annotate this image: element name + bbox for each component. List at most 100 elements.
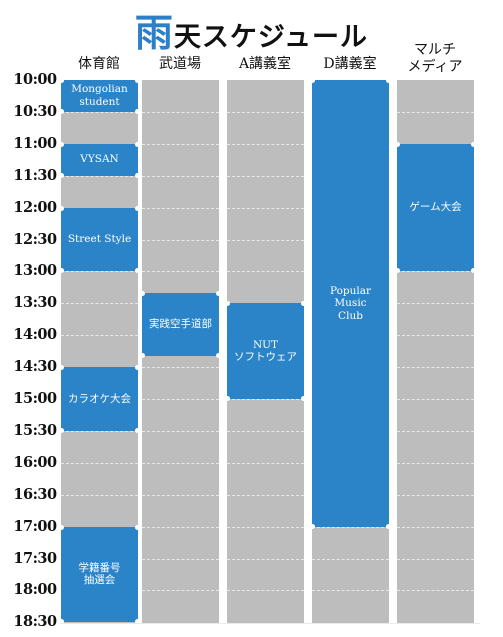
corner-dot	[135, 205, 140, 211]
corner-dot	[395, 141, 400, 147]
slot-divider	[142, 399, 219, 400]
slot-divider	[61, 462, 138, 464]
corner-dot	[59, 108, 64, 114]
time-label: 18:00	[13, 581, 57, 599]
corner-dot	[310, 523, 315, 529]
slot-divider	[227, 239, 304, 241]
slot-divider	[227, 207, 304, 209]
time-label: 15:00	[13, 390, 57, 407]
corner-dot	[471, 141, 476, 147]
slot-divider	[227, 143, 304, 145]
slot-divider	[142, 143, 219, 145]
slot-divider	[227, 430, 304, 432]
slot-divider	[397, 526, 474, 528]
corner-dot	[386, 78, 391, 83]
time-label: 10:30	[13, 102, 57, 120]
slot-divider	[142, 207, 219, 209]
time-label: 14:30	[13, 358, 57, 376]
slot-divider	[397, 462, 474, 464]
slot-divider	[397, 590, 474, 592]
corner-dot	[135, 108, 140, 114]
corner-dot	[135, 619, 140, 625]
event-block[interactable]: NUT ソフトウェア	[227, 303, 304, 399]
slot-divider	[142, 462, 219, 464]
slot-divider	[227, 494, 304, 496]
slot-divider	[397, 303, 474, 305]
column-header-gym: 体育館	[78, 56, 120, 72]
slot-divider	[142, 590, 219, 592]
slot-divider	[312, 590, 389, 592]
slot-divider	[397, 335, 474, 337]
corner-dot	[59, 141, 64, 147]
time-label: 11:30	[13, 166, 57, 184]
time-label: 10:00	[13, 71, 57, 88]
corner-dot	[135, 141, 140, 147]
slot-divider	[227, 111, 304, 113]
corner-dot	[59, 365, 64, 371]
corner-dot	[135, 268, 140, 274]
corner-dot	[135, 365, 140, 371]
slot-divider	[227, 558, 304, 560]
slot-divider	[142, 175, 219, 177]
slot-divider	[142, 494, 219, 496]
slot-divider	[61, 303, 138, 305]
event-block[interactable]: ゲーム大会	[397, 143, 474, 272]
event-block[interactable]: Popular Music Club	[312, 80, 389, 527]
corner-dot	[135, 427, 140, 433]
slot-divider	[397, 271, 474, 273]
slot-divider	[397, 430, 474, 432]
slot-divider	[397, 558, 474, 560]
slot-divider	[397, 399, 474, 400]
slot-divider	[142, 367, 219, 369]
slot-divider	[312, 558, 389, 560]
corner-dot	[59, 205, 64, 211]
corner-dot	[59, 427, 64, 433]
event-block[interactable]: Mongolian student	[61, 80, 138, 112]
time-label: 18:30	[13, 613, 57, 631]
corner-dot	[386, 523, 391, 529]
corner-dot	[59, 172, 64, 178]
slot-divider	[142, 271, 219, 273]
time-label: 13:30	[13, 294, 57, 312]
title-rest: 天スケジュール	[173, 22, 369, 53]
slot-divider	[227, 590, 304, 592]
corner-dot	[140, 353, 145, 359]
column-header-roomD: D講義室	[323, 56, 377, 72]
corner-dot	[140, 290, 145, 296]
slot-divider	[61, 335, 138, 337]
slot-divider	[227, 399, 304, 400]
slot-divider	[142, 526, 219, 528]
event-block[interactable]: VYSAN	[61, 143, 138, 176]
title-accent: 雨	[134, 10, 174, 55]
corner-dot	[301, 301, 306, 307]
slot-divider	[227, 271, 304, 273]
column-header-roomA: A講義室	[238, 56, 292, 72]
column-header-multi: マルチ メディア	[407, 42, 463, 75]
slot-divider	[61, 430, 138, 432]
corner-dot	[59, 78, 64, 83]
time-label: 16:00	[13, 453, 57, 471]
corner-dot	[225, 301, 230, 307]
time-label: 13:00	[13, 262, 57, 280]
event-block[interactable]: 学籍番号 抽選会	[61, 526, 138, 623]
corner-dot	[301, 396, 306, 401]
corner-dot	[471, 268, 476, 274]
corner-dot	[135, 524, 140, 530]
event-block[interactable]: カラオケ大会	[61, 367, 138, 431]
time-label: 17:00	[13, 517, 57, 535]
corner-dot	[135, 78, 140, 83]
page-title: 雨天スケジュール	[0, 2, 503, 55]
time-label: 14:00	[13, 326, 57, 344]
corner-dot	[135, 172, 140, 178]
time-label: 12:00	[13, 198, 57, 216]
corner-dot	[216, 290, 221, 296]
time-label: 16:30	[13, 485, 57, 503]
corner-dot	[216, 353, 221, 359]
event-block[interactable]: 実践空手道部	[142, 292, 219, 357]
corner-dot	[59, 268, 64, 274]
slot-divider	[61, 494, 138, 496]
corner-dot	[59, 619, 64, 625]
slot-divider	[397, 367, 474, 369]
event-block[interactable]: Street Style	[61, 207, 138, 272]
corner-dot	[395, 268, 400, 274]
